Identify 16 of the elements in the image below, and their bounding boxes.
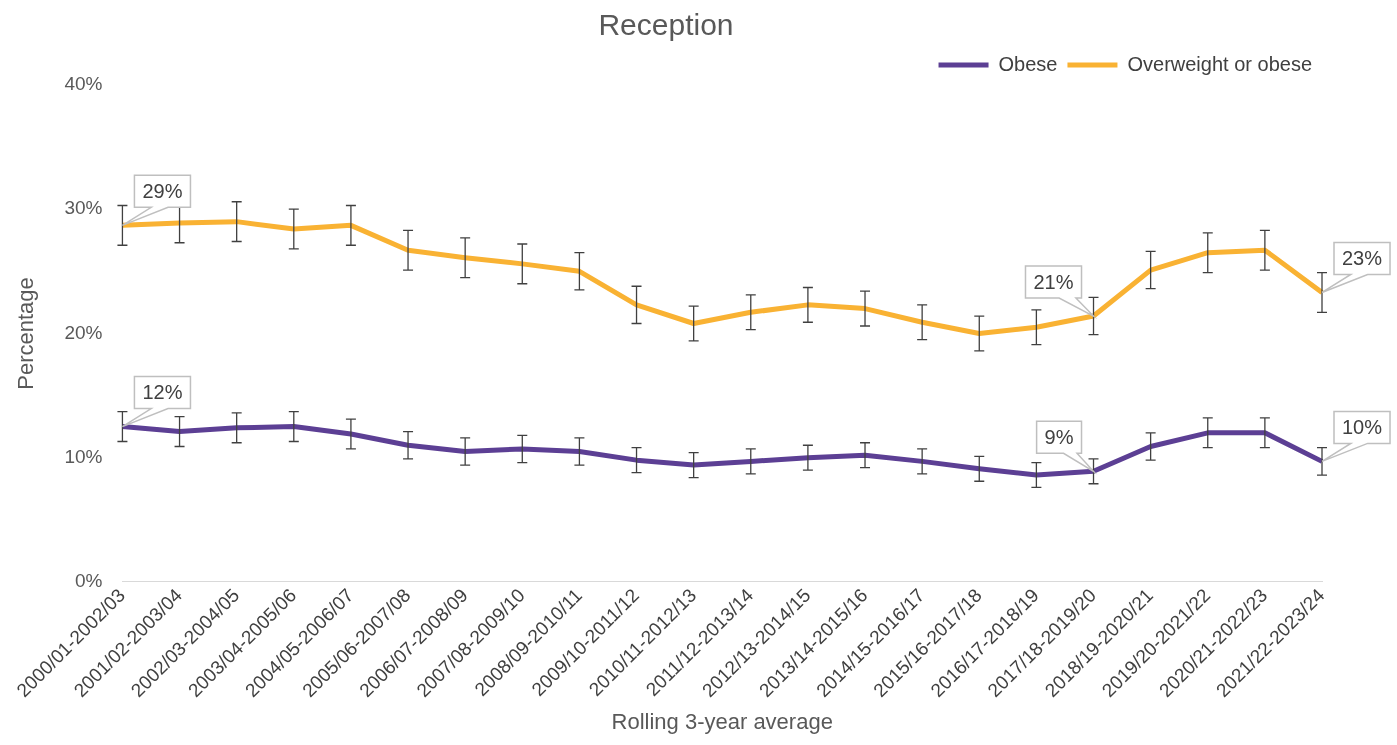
data-label: 21% <box>1033 270 1074 293</box>
y-tick-label: 40% <box>64 73 103 95</box>
legend-label: Obese <box>998 52 1058 75</box>
data-label: 10% <box>1342 415 1383 438</box>
legend-label: Overweight or obese <box>1127 52 1313 75</box>
data-label: 23% <box>1342 246 1383 269</box>
data-label: 29% <box>142 179 183 202</box>
chart-title: Reception <box>598 8 734 42</box>
y-tick-label: 10% <box>64 445 103 467</box>
y-tick-label: 30% <box>64 197 103 219</box>
y-tick-label: 20% <box>64 321 103 343</box>
data-label: 12% <box>142 381 183 404</box>
x-axis-title: Rolling 3-year average <box>611 708 833 734</box>
y-tick-label: 0% <box>74 570 103 592</box>
y-axis-title: Percentage <box>13 277 39 390</box>
data-label: 9% <box>1044 425 1074 448</box>
